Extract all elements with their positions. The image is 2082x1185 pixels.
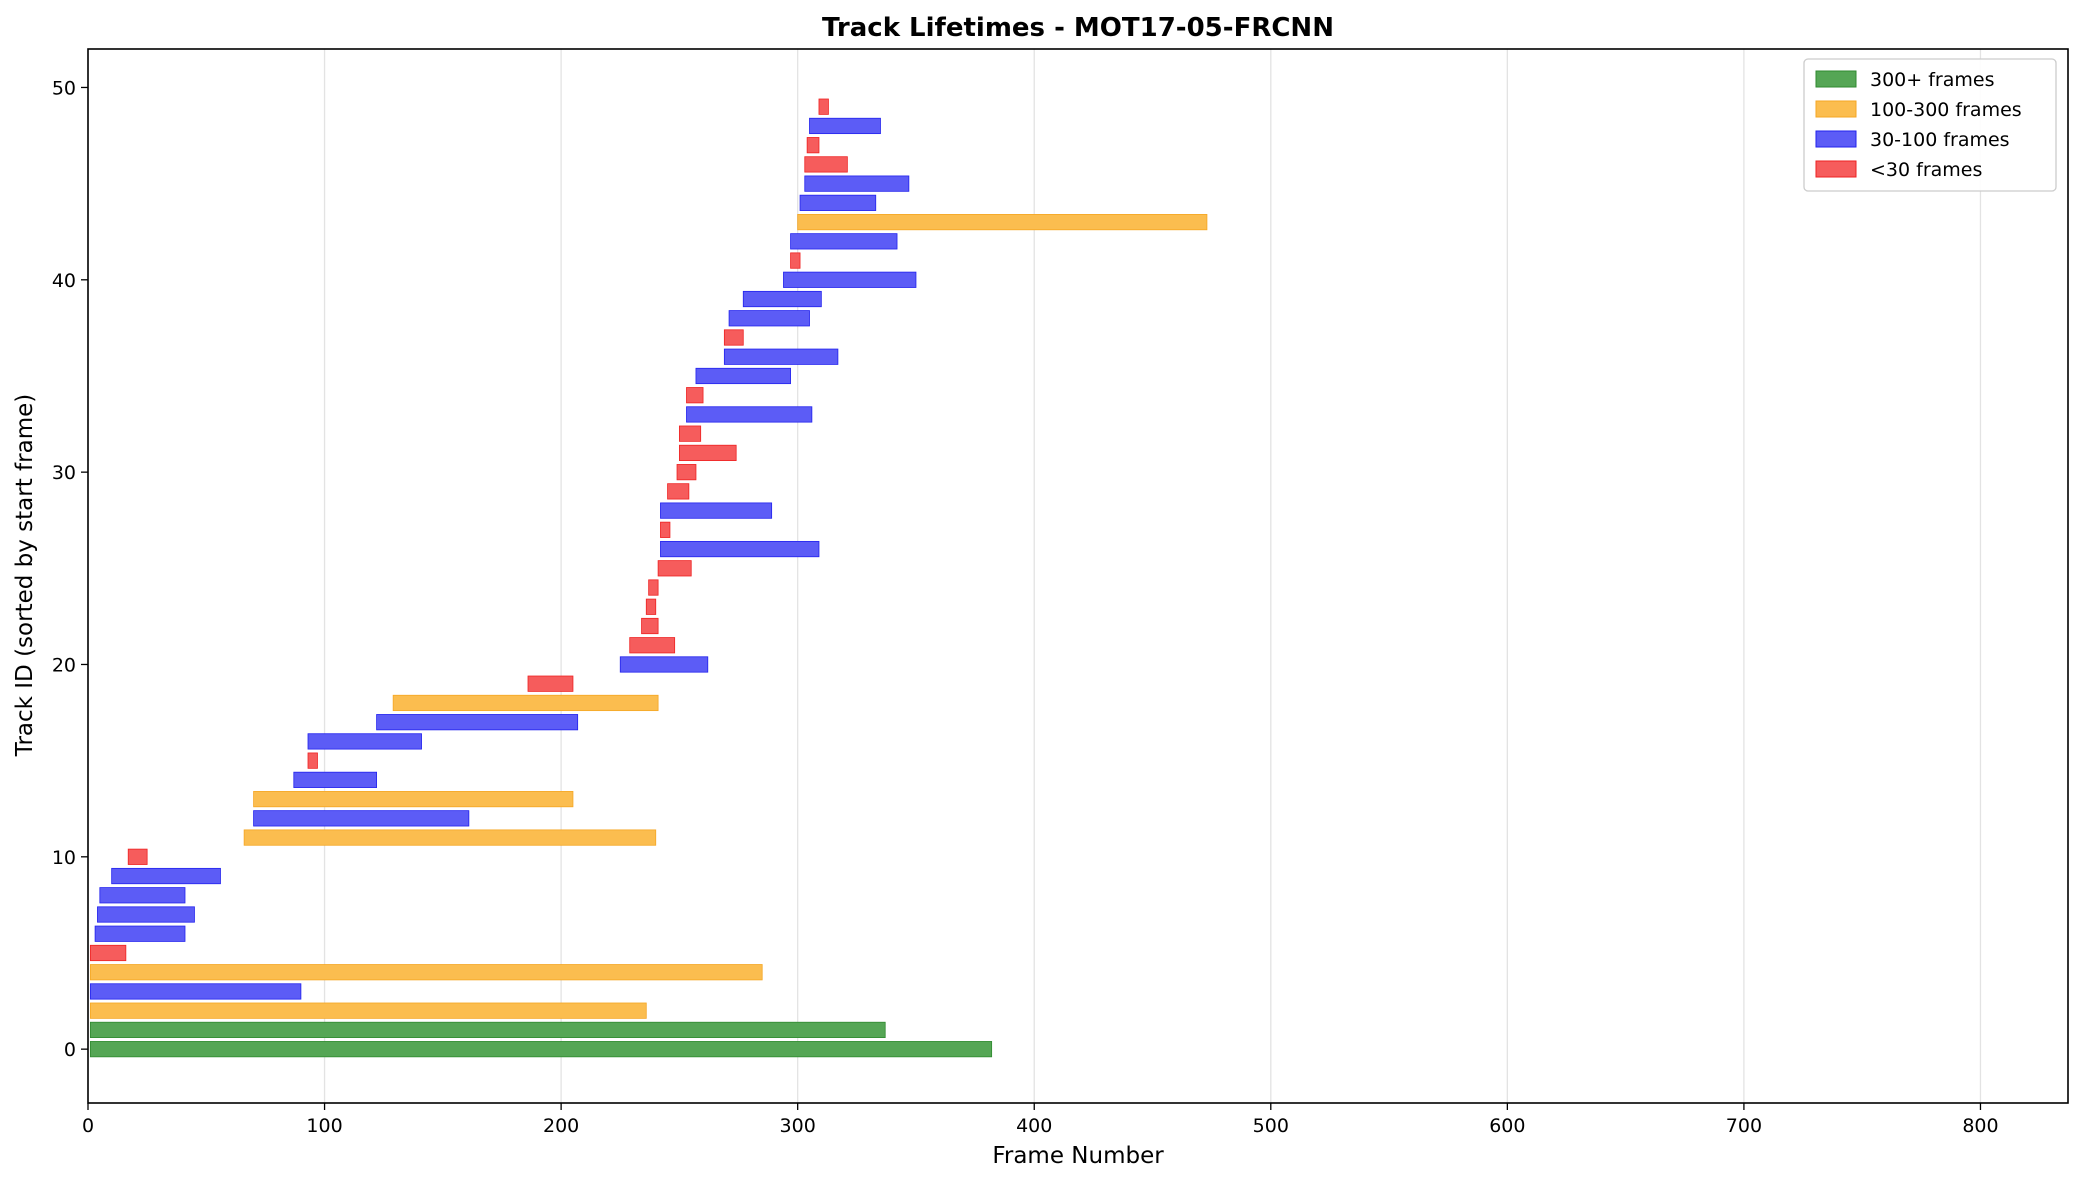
- track-bars: [89, 98, 1208, 1058]
- x-tick-label-400: 400: [1016, 1115, 1052, 1137]
- track-bar-10: [127, 848, 148, 865]
- track-bar-0: [89, 1041, 993, 1058]
- legend-swatch-medium: [1815, 100, 1857, 118]
- track-bar-9: [111, 867, 221, 885]
- track-bar-21: [629, 637, 676, 654]
- track-bar-1: [89, 1021, 886, 1039]
- track-bar-48: [809, 117, 881, 135]
- x-axis-label: Frame Number: [992, 1143, 1164, 1169]
- track-bar-23: [645, 598, 657, 615]
- y-axis-label: Track ID (sorted by start frame): [12, 394, 38, 757]
- track-bar-2: [89, 1002, 647, 1019]
- track-bar-34: [686, 387, 704, 404]
- track-bar-45: [804, 175, 910, 192]
- legend-label-long: 300+ frames: [1870, 69, 1994, 91]
- y-axis-ticks: 0 10 20 30 40 50: [52, 77, 88, 1061]
- track-bar-42: [790, 233, 898, 250]
- track-bar-13: [253, 791, 574, 808]
- x-tick-label-700: 700: [1726, 1115, 1762, 1137]
- track-bar-18: [392, 694, 659, 712]
- track-bar-20: [619, 656, 709, 673]
- track-bar-31: [678, 444, 737, 461]
- y-tick-label-20: 20: [52, 654, 76, 676]
- x-tick-label-0: 0: [82, 1115, 94, 1137]
- y-tick-label-40: 40: [52, 270, 76, 292]
- y-tick-label-10: 10: [52, 847, 76, 869]
- track-bar-22: [641, 617, 659, 635]
- y-tick-label-30: 30: [52, 462, 76, 484]
- x-tick-label-600: 600: [1489, 1115, 1525, 1137]
- track-bar-49: [818, 98, 829, 115]
- legend-label-tiny: <30 frames: [1870, 159, 1982, 181]
- track-bar-30: [676, 464, 697, 481]
- track-bar-15: [307, 752, 318, 769]
- track-bar-3: [89, 983, 302, 1000]
- track-bar-36: [723, 348, 839, 365]
- x-tick-label-200: 200: [543, 1115, 579, 1137]
- track-bar-7: [97, 906, 195, 923]
- track-bar-43: [797, 214, 1208, 231]
- track-bar-41: [790, 252, 801, 269]
- x-tick-label-800: 800: [1962, 1115, 1998, 1137]
- legend-box: [1803, 58, 2057, 192]
- track-bar-28: [660, 502, 773, 519]
- legend-label-short: 30-100 frames: [1870, 129, 2010, 151]
- track-bar-12: [253, 810, 470, 827]
- chart-title: Track Lifetimes - MOT17-05-FRCNN: [822, 13, 1334, 43]
- legend-swatch-short: [1815, 130, 1857, 148]
- track-bar-5: [89, 944, 127, 962]
- track-bar-25: [657, 560, 692, 577]
- track-bar-37: [723, 329, 744, 346]
- x-tick-label-300: 300: [780, 1115, 816, 1137]
- track-bar-26: [660, 540, 820, 558]
- legend: 300+ frames 100-300 frames 30-100 frames <3…: [1803, 58, 2057, 192]
- track-bar-4: [89, 964, 763, 981]
- track-bar-35: [695, 367, 791, 385]
- legend-swatch-tiny: [1815, 160, 1857, 178]
- track-bar-46: [804, 156, 848, 173]
- track-bar-32: [678, 425, 702, 442]
- track-bar-6: [94, 925, 186, 942]
- x-tick-label-100: 100: [306, 1115, 342, 1137]
- track-bar-39: [742, 290, 822, 308]
- track-bar-24: [648, 579, 659, 596]
- legend-label-medium: 100-300 frames: [1870, 99, 2022, 121]
- track-bar-19: [527, 675, 574, 692]
- track-bar-16: [307, 733, 422, 750]
- track-bar-40: [783, 271, 917, 288]
- track-bar-33: [686, 406, 813, 423]
- track-bar-8: [99, 887, 186, 904]
- y-tick-label-50: 50: [52, 77, 76, 99]
- x-axis-ticks: 0 100 200 300 400 500 600 700 800: [82, 1103, 1999, 1137]
- track-bar-38: [728, 310, 810, 327]
- legend-swatch-long: [1815, 70, 1857, 88]
- track-bar-29: [667, 483, 690, 500]
- y-tick-label-0: 0: [64, 1039, 76, 1061]
- track-bar-14: [293, 771, 378, 788]
- track-bar-44: [799, 194, 877, 211]
- track-bar-11: [243, 829, 657, 846]
- track-bar-27: [660, 521, 671, 538]
- track-bar-17: [376, 714, 579, 731]
- plot-area-frame: [87, 48, 2069, 1104]
- track-bar-47: [806, 137, 820, 154]
- x-tick-label-500: 500: [1253, 1115, 1289, 1137]
